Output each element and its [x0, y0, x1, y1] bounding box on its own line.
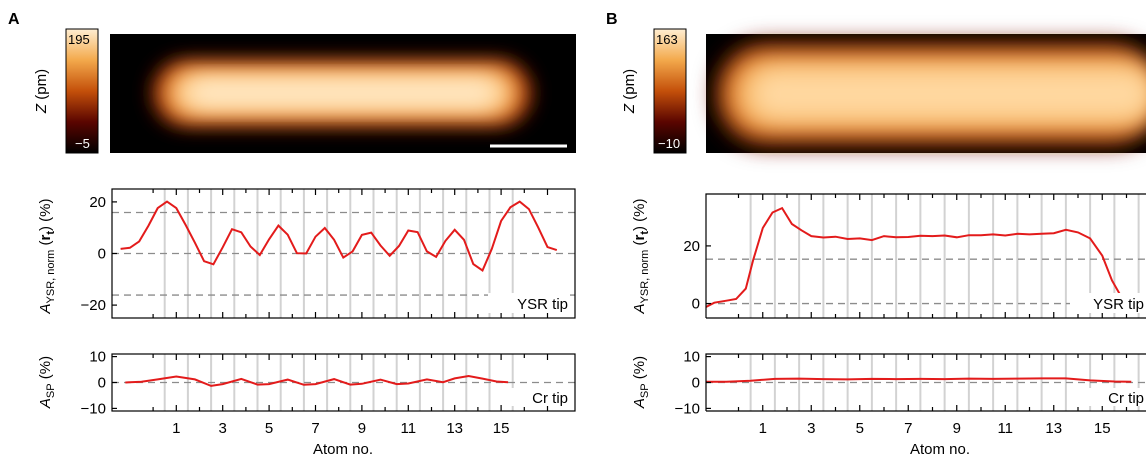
sp-ylabel-a: ASP (%): [37, 356, 57, 409]
panel-a-letter: A: [8, 11, 20, 28]
colorbar-b: [653, 28, 687, 154]
y-tick-label: −10: [81, 400, 106, 417]
y-tick-label: 20: [683, 238, 700, 255]
x-tick-label: 13: [1045, 420, 1062, 437]
panel-b: B 163 −10 Z (pm) 20 0 YSR tip AYSR, norm …: [606, 11, 1146, 458]
ysr-axes-b: 20 0 YSR tip AYSR, norm (rt) (%): [631, 193, 1146, 319]
x-tick-label: 9: [953, 420, 961, 437]
sp-annotation-a: Cr tip: [532, 390, 568, 407]
panel-a: A 195 −5 Z (pm) 200−20 YSR tip AYS: [8, 11, 576, 458]
ysr-axes-a: 20 0 −20 YSR tip AYSR, norm (rt) (%): [37, 188, 576, 319]
colorbar-a-label: Z (pm): [33, 69, 50, 114]
xlabel-a: Atom no.: [313, 441, 373, 458]
ysr-curve-b: [705, 206, 1132, 308]
y-tick-label: 20: [89, 194, 106, 211]
ysr-ylabel-b: AYSR, norm (rt) (%): [631, 199, 651, 315]
x-tick-label: 11: [997, 420, 1013, 437]
panel-b-letter: B: [606, 11, 618, 28]
x-tick-label: 5: [856, 420, 864, 437]
topography-image-b: [706, 34, 1146, 153]
sp-ylabel-b: ASP (%): [631, 356, 651, 409]
x-tick-label: 7: [311, 420, 319, 437]
y-tick-label: −10: [675, 400, 700, 417]
colorbar-b-min: −10: [658, 136, 680, 151]
x-tick-label: 13: [446, 420, 463, 437]
colorbar-a-max: 195: [68, 32, 90, 47]
x-tick-label: 9: [358, 420, 366, 437]
x-tick-label: 11: [401, 420, 417, 437]
sp-curve-a: [125, 374, 509, 387]
y-tick-label: 0: [98, 246, 106, 263]
x-tick-label: 15: [493, 420, 510, 437]
y-tick-label: 0: [692, 296, 700, 313]
y-tick-label: 0: [692, 375, 700, 392]
ysr-annotation-b: YSR tip: [1093, 296, 1144, 313]
sp-curve-b: [706, 377, 1132, 383]
colorbar-a: [65, 28, 99, 154]
colorbar-b-max: 163: [656, 32, 678, 47]
x-tick-label: 7: [904, 420, 912, 437]
y-tick-label: 0: [98, 375, 106, 392]
ysr-annotation-a: YSR tip: [517, 296, 568, 313]
y-tick-label: 10: [89, 349, 106, 366]
y-tick-label: 10: [683, 349, 700, 366]
x-tick-label: 5: [265, 420, 273, 437]
topography-image-a: [110, 34, 576, 153]
x-tick-label: 1: [172, 420, 180, 437]
sp-annotation-b: Cr tip: [1108, 390, 1144, 407]
ysr-ylabel-a: AYSR, norm (rt) (%): [37, 199, 57, 315]
x-tick-label: 3: [807, 420, 815, 437]
y-tick-label: −20: [81, 297, 106, 314]
colorbar-a-min: −5: [75, 136, 90, 151]
colorbar-b-label: Z (pm): [621, 69, 638, 114]
ysr-curve-a: [120, 200, 558, 273]
x-tick-label: 15: [1094, 420, 1111, 437]
sp-axes-a: 10 0 −10 Cr tip ASP (%): [37, 349, 576, 417]
sp-axes-b: 10 0 −10 Cr tip ASP (%): [631, 349, 1146, 417]
xlabel-b: Atom no.: [910, 441, 970, 458]
x-tick-label: 1: [759, 420, 767, 437]
x-tick-label: 3: [219, 420, 227, 437]
